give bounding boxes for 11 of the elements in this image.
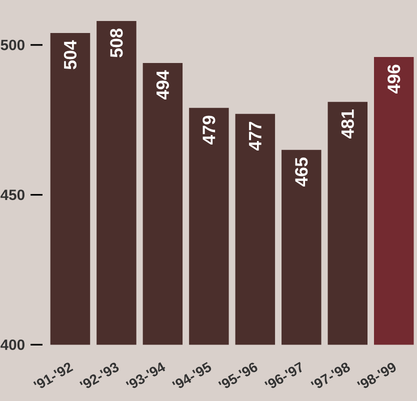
data-label: 496	[388, 64, 400, 94]
data-label: 504	[64, 40, 77, 70]
data-label: 481	[341, 109, 354, 138]
y-tick-label: 500	[0, 40, 24, 50]
data-label: 494	[156, 70, 169, 100]
data-label: 465	[295, 157, 308, 186]
data-label: 479	[202, 116, 216, 144]
data-label: 508	[110, 28, 123, 58]
y-tick-label: 400	[0, 339, 24, 350]
data-label: 477	[249, 122, 262, 150]
y-tick-label: 450	[0, 189, 24, 200]
